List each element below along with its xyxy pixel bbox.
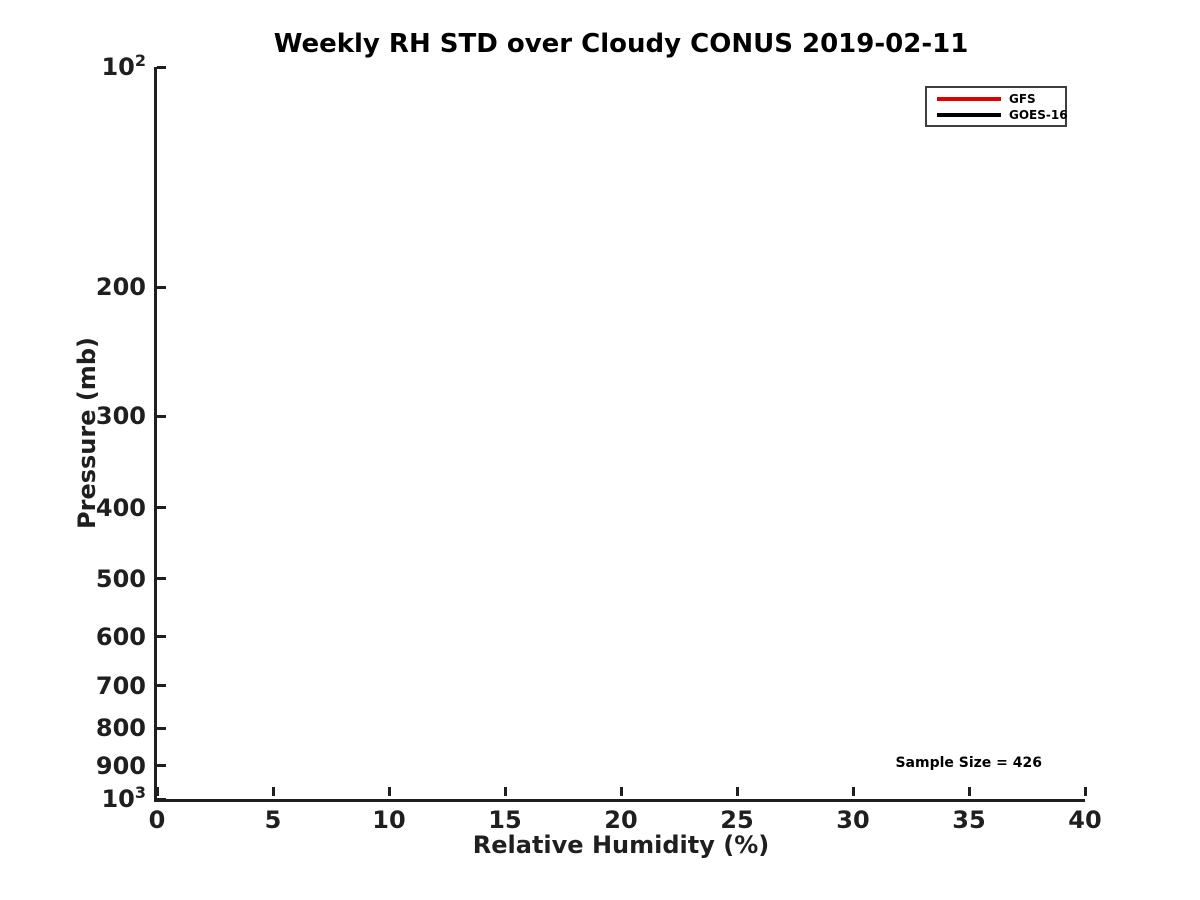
x-tick-label: 10 [372,806,406,834]
chart-title: Weekly RH STD over Cloudy CONUS 2019-02-… [273,29,969,59]
y-tick-label: 500 [95,564,146,593]
sample-size-annotation: Sample Size = 426 [895,755,1042,771]
x-tick-label: 40 [1068,806,1102,834]
x-tick-label: 20 [604,806,638,834]
x-tick-label: 5 [264,806,282,834]
legend-line-swatch [937,112,1001,117]
x-tick [967,787,971,796]
x-tick [851,787,855,796]
y-tick [157,577,166,581]
y-tick-label: 103 [101,783,146,814]
x-tick-label: 25 [720,806,754,834]
x-tick [503,787,507,796]
y-tick [157,285,166,289]
x-tick [619,787,623,796]
y-tick-label: 200 [95,273,146,302]
x-axis-label: Relative Humidity (%) [472,831,770,859]
x-tick-label: 0 [148,806,166,834]
legend-label: GOES-16 [1009,107,1068,122]
plot-area [154,67,1085,802]
legend-item: GFS [937,91,1059,106]
y-tick [157,414,166,418]
y-axis-label: Pressure (mb) [73,337,101,529]
legend-label: GFS [1009,91,1036,106]
y-tick-label: 700 [95,671,146,700]
y-tick-label: 300 [95,402,146,431]
y-tick [157,764,166,767]
x-tick [271,787,275,796]
legend: GFS GOES-16 [925,86,1068,127]
y-tick-label: 102 [101,51,146,82]
x-tick-label: 15 [488,806,522,834]
y-tick [157,506,166,510]
y-tick [157,726,166,730]
y-tick [157,797,166,801]
y-tick-label: 800 [95,714,146,743]
x-tick [155,787,159,796]
x-tick [387,787,391,796]
x-tick [1083,787,1087,796]
legend-item: GOES-16 [937,108,1068,122]
y-tick-label: 600 [95,622,146,651]
legend-line-swatch [937,96,1001,101]
y-tick-label: 900 [95,751,146,780]
x-tick-label: 30 [836,806,870,834]
x-tick-label: 35 [952,806,986,834]
y-tick [157,65,166,69]
y-tick [157,635,166,639]
y-tick [157,684,166,688]
x-tick [735,787,739,796]
y-tick-label: 400 [95,493,146,522]
